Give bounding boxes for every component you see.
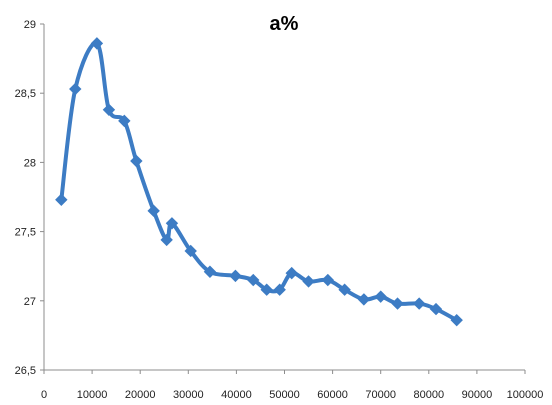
data-point bbox=[229, 269, 242, 283]
data-point bbox=[374, 290, 387, 303]
data-point bbox=[102, 103, 116, 117]
data-point bbox=[69, 82, 82, 96]
y-tick-label: 29 bbox=[24, 19, 36, 31]
data-point bbox=[321, 273, 334, 287]
data-point bbox=[260, 283, 273, 296]
y-tick-label: 28,5 bbox=[15, 88, 36, 100]
axes bbox=[40, 23, 526, 374]
x-tick-label: 40000 bbox=[221, 389, 252, 401]
data-point bbox=[338, 283, 351, 296]
x-tick-label: 30000 bbox=[173, 389, 204, 401]
data-point bbox=[184, 244, 197, 258]
points-layer bbox=[55, 37, 463, 327]
series-line bbox=[59, 41, 459, 323]
y-tick-label: 26,5 bbox=[15, 365, 36, 377]
x-tick-labels: 0 10000 20000 30000 40000 50000 60000 70000 8000… bbox=[41, 389, 543, 401]
data-point bbox=[118, 114, 131, 128]
data-point bbox=[357, 293, 371, 306]
data-point bbox=[55, 193, 68, 206]
data-point bbox=[147, 204, 160, 218]
x-tick-label: 70000 bbox=[365, 389, 396, 401]
data-point bbox=[247, 273, 260, 287]
x-tick-label: 60000 bbox=[317, 389, 348, 401]
x-tick-label: 80000 bbox=[414, 389, 445, 401]
data-point bbox=[203, 265, 217, 278]
data-point bbox=[391, 297, 404, 310]
data-point bbox=[90, 37, 104, 50]
data-point bbox=[450, 313, 463, 327]
data-point bbox=[302, 275, 315, 288]
data-point bbox=[130, 154, 143, 168]
x-tick-label: 90000 bbox=[462, 389, 493, 401]
data-point bbox=[429, 302, 443, 316]
y-tick-label: 28 bbox=[24, 157, 36, 169]
data-point bbox=[285, 266, 298, 280]
data-point bbox=[412, 297, 426, 310]
x-tick-label: 50000 bbox=[269, 389, 300, 401]
data-point bbox=[165, 217, 179, 230]
x-tick-label: 20000 bbox=[125, 389, 156, 401]
chart-title: a% bbox=[270, 13, 299, 35]
data-point bbox=[273, 283, 286, 296]
x-tick-label: 10000 bbox=[77, 389, 108, 401]
y-tick-label: 27 bbox=[24, 296, 36, 308]
data-point bbox=[160, 233, 173, 247]
x-tick-label: 100000 bbox=[507, 389, 544, 401]
series-layer bbox=[59, 41, 459, 323]
y-tick-labels: 26,5 27 27,5 28 28,5 29 bbox=[15, 19, 36, 377]
y-tick-label: 27,5 bbox=[15, 227, 36, 239]
x-tick-label: 0 bbox=[41, 389, 47, 401]
